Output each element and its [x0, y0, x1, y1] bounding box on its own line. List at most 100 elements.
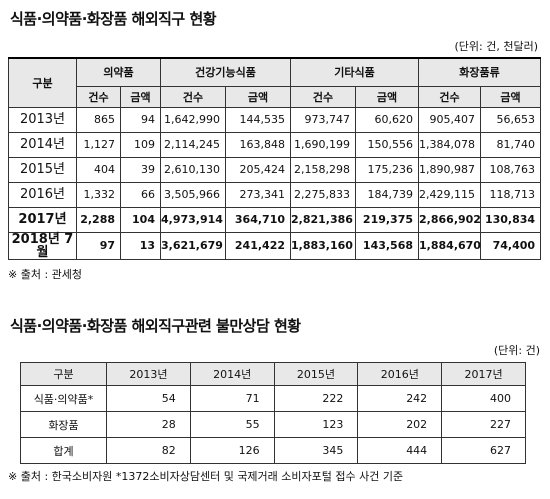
table-title: 식품·의약품·화장품 해외직구 현황: [10, 10, 217, 28]
value-cell: 55: [189, 411, 275, 438]
value-cell: 3,505,966: [160, 181, 226, 208]
data-row: 합계 82 126 345 444 627: [20, 437, 526, 464]
year-cell: 2018년 7월: [8, 231, 77, 260]
table-title: 식품·의약품·화장품 해외직구관련 불만상담 현황: [10, 317, 301, 335]
value-cell: 3,621,679: [160, 231, 226, 260]
value-cell: 163,848: [224, 131, 292, 158]
value-cell: 39: [120, 156, 161, 183]
source-note: ※ 출처 : 한국소비자원 *1372소비자상담센터 및 국제거래 소비자포털 …: [8, 470, 404, 483]
header-cell: 2013년: [106, 362, 191, 386]
value-cell: 118,713: [480, 181, 542, 208]
value-cell: 1,690,199: [290, 131, 357, 158]
subheader: 건수: [418, 85, 482, 108]
data-row: 2014년 1,127 109 2,114,245 163,848 1,690,199 15…: [8, 131, 542, 158]
year-cell: 2014년: [8, 131, 77, 158]
value-cell: 66: [120, 181, 161, 208]
subheader: 금액: [120, 85, 161, 108]
value-cell: 1,332: [76, 181, 121, 208]
value-cell: 4,973,914: [160, 206, 226, 233]
group-header: 화장품류: [418, 57, 542, 87]
subheader: 건수: [76, 85, 121, 108]
value-cell: 2,114,245: [160, 131, 226, 158]
header-row: 구분 의약품 건강기능식품 기타식품 화장품류: [8, 57, 542, 108]
value-cell: 109: [120, 131, 161, 158]
value-cell: 2,158,298: [290, 156, 357, 183]
value-cell: 973,747: [290, 106, 357, 133]
header-row: 구분 2013년 2014년 2015년 2016년 2017년: [20, 362, 526, 386]
value-cell: 345: [273, 437, 359, 464]
value-cell: 364,710: [224, 206, 292, 233]
value-cell: 242: [357, 385, 443, 412]
value-cell: 94: [120, 106, 161, 133]
value-cell: 150,556: [355, 131, 420, 158]
source-note: ※ 출처 : 관세청: [8, 268, 83, 281]
header-cell: 2015년: [273, 362, 359, 386]
year-cell: 2013년: [8, 106, 77, 133]
data-row: 2015년 404 39 2,610,130 205,424 2,158,298 175,2…: [8, 156, 542, 183]
row-label: 화장품: [20, 411, 107, 438]
complaints-table: 구분 2013년 2014년 2015년 2016년 2017년 식품·의약품* 54 71 2…: [20, 362, 526, 464]
value-cell: 2,866,902: [418, 206, 482, 233]
row-label: 합계: [20, 437, 107, 464]
value-cell: 2,610,130: [160, 156, 226, 183]
value-cell: 60,620: [355, 106, 420, 133]
value-cell: 202: [357, 411, 443, 438]
value-cell: 865: [76, 106, 121, 133]
subheader: 금액: [355, 85, 420, 108]
group-header: 의약품: [76, 57, 161, 87]
data-row: 2013년 865 94 1,642,990 144,535 973,747 60,620 9…: [8, 106, 542, 133]
corner-cell: 구분: [8, 57, 77, 108]
value-cell: 627: [441, 437, 526, 464]
value-cell: 227: [441, 411, 526, 438]
value-cell: 219,375: [355, 206, 420, 233]
subheader: 금액: [480, 85, 542, 108]
value-cell: 1,890,987: [418, 156, 482, 183]
unit-label: (단위: 건): [493, 344, 540, 357]
value-cell: 54: [106, 385, 191, 412]
value-cell: 1,884,670: [418, 231, 482, 260]
value-cell: 2,288: [76, 206, 121, 233]
value-cell: 130,834: [480, 206, 542, 233]
value-cell: 1,127: [76, 131, 121, 158]
value-cell: 81,740: [480, 131, 542, 158]
group-header: 건강기능식품: [159, 57, 292, 87]
unit-label: (단위: 건, 천달러): [454, 40, 539, 53]
value-cell: 82: [106, 437, 191, 464]
value-cell: 273,341: [224, 181, 292, 208]
value-cell: 144,535: [224, 106, 292, 133]
value-cell: 104: [120, 206, 161, 233]
subheader: 건수: [290, 85, 357, 108]
year-cell: 2016년: [8, 181, 77, 208]
value-cell: 1,384,078: [418, 131, 482, 158]
value-cell: 400: [441, 385, 526, 412]
data-row: 2017년 2,288 104 4,973,914 364,710 2,821,386 21…: [8, 206, 542, 233]
header-cell: 구분: [20, 362, 107, 386]
customs-table: 구분 의약품 건강기능식품 기타식품 화장품류 건수 금액 건수 금액 건수 금액 건수 금액 2013…: [8, 57, 542, 260]
data-row: 식품·의약품* 54 71 222 242 400: [20, 385, 526, 412]
subheader-row: 건수 금액 건수 금액 건수 금액 건수 금액: [9, 85, 542, 108]
value-cell: 1,642,990: [160, 106, 226, 133]
header-cell: 2016년: [357, 362, 443, 386]
value-cell: 123: [273, 411, 359, 438]
value-cell: 56,653: [480, 106, 542, 133]
header-cell: 2014년: [189, 362, 275, 386]
subheader: 건수: [160, 85, 226, 108]
value-cell: 28: [106, 411, 191, 438]
value-cell: 241,422: [224, 231, 292, 260]
year-cell: 2017년: [8, 206, 77, 233]
data-row: 2018년 7월 97 13 3,621,679 241,422 1,883,160 143…: [8, 231, 542, 260]
value-cell: 905,407: [418, 106, 482, 133]
value-cell: 2,275,833: [290, 181, 357, 208]
value-cell: 71: [189, 385, 275, 412]
value-cell: 184,739: [355, 181, 420, 208]
value-cell: 97: [76, 231, 121, 260]
value-cell: 205,424: [224, 156, 292, 183]
value-cell: 2,429,115: [418, 181, 482, 208]
value-cell: 1,883,160: [290, 231, 357, 260]
data-row: 화장품 28 55 123 202 227: [20, 411, 526, 438]
data-row: 2016년 1,332 66 3,505,966 273,341 2,275,833 184…: [8, 181, 542, 208]
value-cell: 444: [357, 437, 443, 464]
value-cell: 222: [273, 385, 359, 412]
row-label: 식품·의약품*: [20, 385, 107, 412]
